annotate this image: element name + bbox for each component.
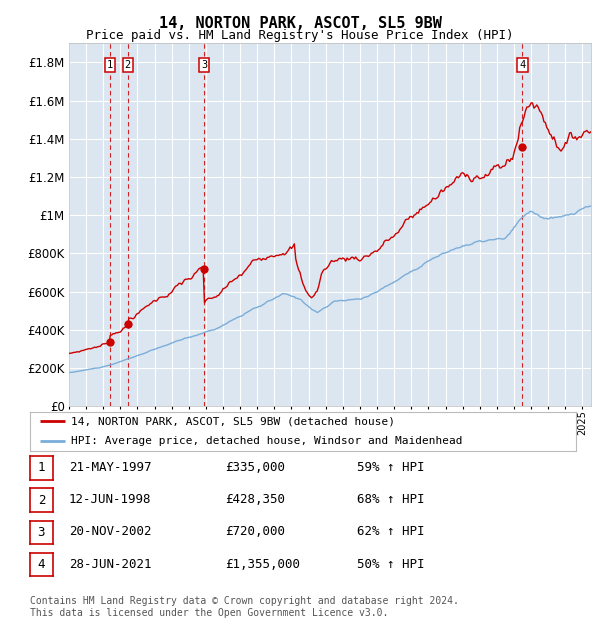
Text: 1: 1: [107, 60, 113, 69]
Text: 4: 4: [38, 558, 45, 571]
Text: 68% ↑ HPI: 68% ↑ HPI: [357, 493, 425, 506]
Text: £428,350: £428,350: [225, 493, 285, 506]
Text: 50% ↑ HPI: 50% ↑ HPI: [357, 557, 425, 570]
Text: 20-NOV-2002: 20-NOV-2002: [69, 525, 151, 538]
Text: 14, NORTON PARK, ASCOT, SL5 9BW: 14, NORTON PARK, ASCOT, SL5 9BW: [158, 16, 442, 30]
Text: 28-JUN-2021: 28-JUN-2021: [69, 557, 151, 570]
Text: 59% ↑ HPI: 59% ↑ HPI: [357, 461, 425, 474]
Text: £1,355,000: £1,355,000: [225, 557, 300, 570]
Text: 3: 3: [201, 60, 207, 69]
Text: 62% ↑ HPI: 62% ↑ HPI: [357, 525, 425, 538]
Text: 14, NORTON PARK, ASCOT, SL5 9BW (detached house): 14, NORTON PARK, ASCOT, SL5 9BW (detache…: [71, 417, 395, 427]
Text: 1: 1: [38, 461, 45, 474]
Text: 21-MAY-1997: 21-MAY-1997: [69, 461, 151, 474]
Text: 4: 4: [519, 60, 526, 69]
Text: 2: 2: [38, 494, 45, 507]
Text: Contains HM Land Registry data © Crown copyright and database right 2024.
This d: Contains HM Land Registry data © Crown c…: [30, 596, 459, 618]
Text: £720,000: £720,000: [225, 525, 285, 538]
Text: HPI: Average price, detached house, Windsor and Maidenhead: HPI: Average price, detached house, Wind…: [71, 436, 463, 446]
Text: 12-JUN-1998: 12-JUN-1998: [69, 493, 151, 506]
Text: Price paid vs. HM Land Registry's House Price Index (HPI): Price paid vs. HM Land Registry's House …: [86, 29, 514, 42]
Text: 2: 2: [125, 60, 131, 69]
Text: 3: 3: [38, 526, 45, 539]
Text: £335,000: £335,000: [225, 461, 285, 474]
